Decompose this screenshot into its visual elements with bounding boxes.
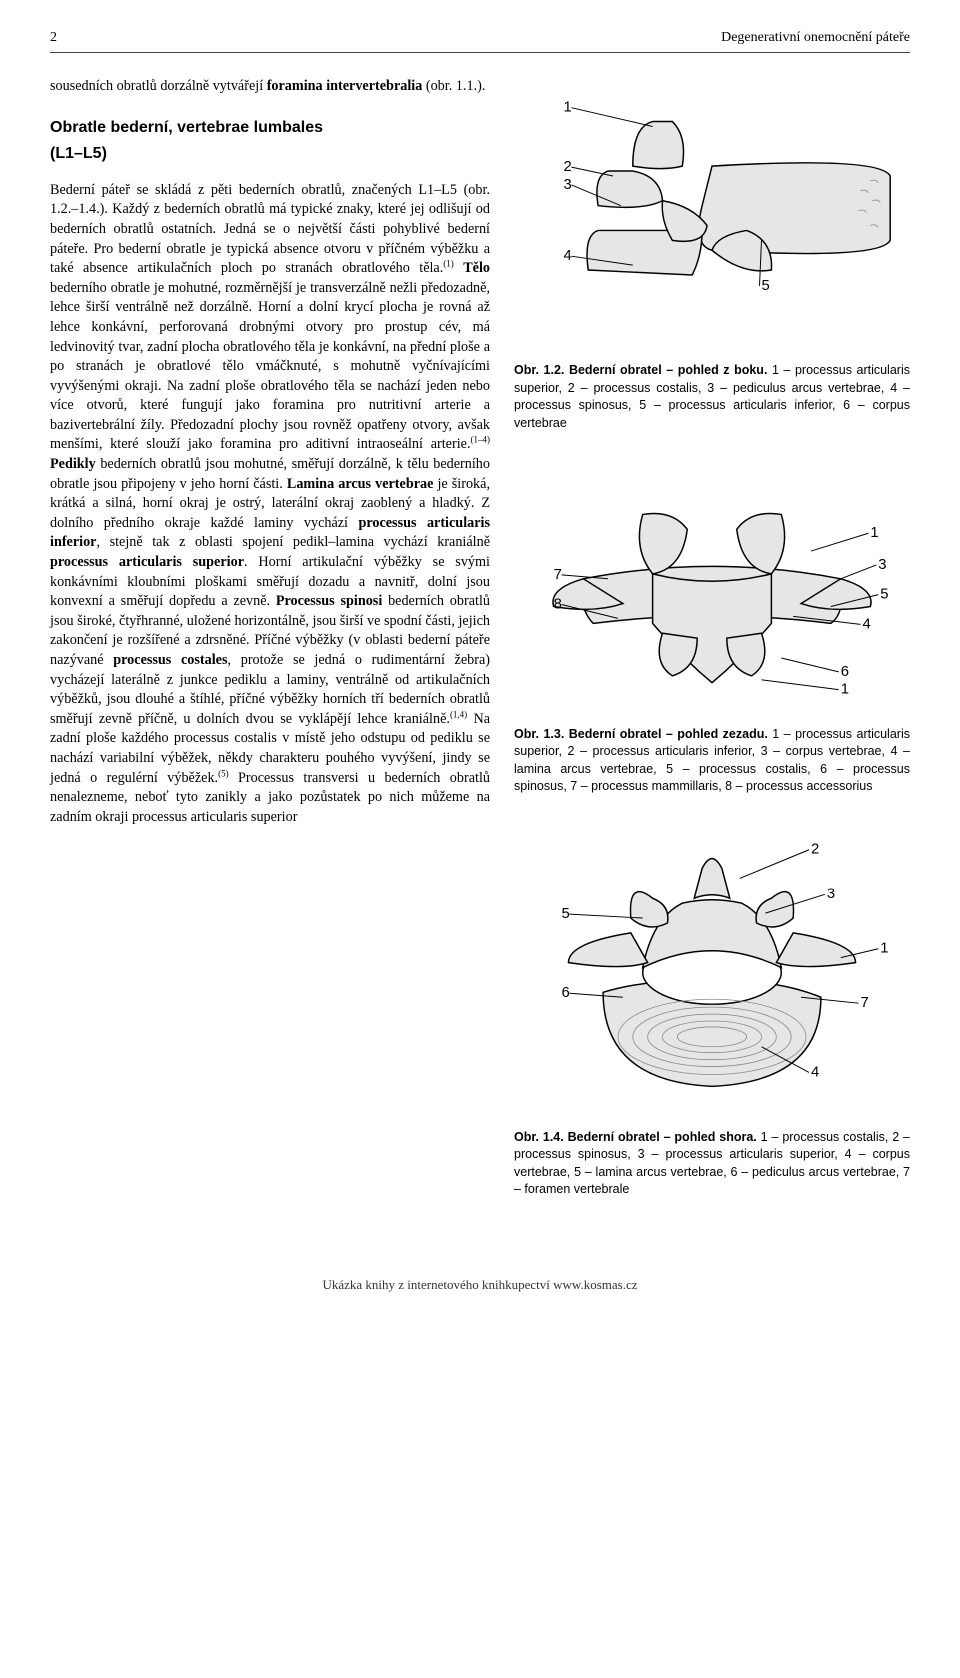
- svg-text:5: 5: [880, 587, 888, 603]
- svg-text:8: 8: [554, 597, 562, 613]
- figure-1-2-svg: 1 2 3 4 5: [514, 77, 910, 354]
- body-paragraph: Bederní páteř se skládá z pěti bederních…: [50, 181, 490, 828]
- svg-text:2: 2: [564, 159, 572, 175]
- svg-text:1: 1: [870, 525, 878, 541]
- figure-1-2-caption-bold: Obr. 1.2. Bederní obratel – pohled z bok…: [514, 363, 767, 377]
- svg-text:3: 3: [878, 557, 886, 573]
- left-column: sousedních obratlů dorzálně vytvářejí fo…: [50, 77, 490, 1227]
- svg-text:1: 1: [564, 100, 572, 116]
- page-number: 2: [50, 30, 57, 46]
- figure-1-3: 78135461 Obr. 1.3. Bederní obratel – poh…: [514, 460, 910, 795]
- document-title: Degenerativní onemocnění páteře: [721, 30, 910, 46]
- figure-1-2: 1 2 3 4 5 Obr. 1.2. Bederní obratel – pohled…: [514, 77, 910, 432]
- svg-text:6: 6: [841, 664, 849, 680]
- section-heading: Obratle bederní, vertebrae lumbales: [50, 117, 490, 139]
- page-header: 2 Degenerativní onemocnění páteře: [50, 30, 910, 53]
- right-column: 12345 Obr. 1.2. Bederní obratel – pohled…: [514, 77, 910, 1227]
- figure-1-4: 2 3 1 7 4 5 6 Obr. 1.4. Bederní obratel – pohl…: [514, 824, 910, 1199]
- svg-text:1: 1: [841, 682, 849, 698]
- svg-text:5: 5: [761, 278, 769, 294]
- svg-text:7: 7: [554, 567, 562, 583]
- page-footer: Ukázka knihy z internetového knihkupectv…: [50, 1267, 910, 1293]
- svg-text:5: 5: [562, 906, 570, 922]
- figure-1-4-caption: Obr. 1.4. Bederní obratel – pohled shora…: [514, 1129, 910, 1199]
- svg-text:4: 4: [564, 248, 572, 264]
- svg-text:7: 7: [861, 995, 869, 1011]
- figure-1-3-caption: Obr. 1.3. Bederní obratel – pohled zezad…: [514, 726, 910, 796]
- svg-text:4: 4: [862, 616, 870, 632]
- svg-text:3: 3: [827, 886, 835, 902]
- svg-text:4: 4: [811, 1064, 819, 1080]
- figure-1-3-caption-bold: Obr. 1.3. Bederní obratel – pohled zezad…: [514, 727, 768, 741]
- figure-1-3-svg: 78135461: [514, 460, 910, 717]
- svg-text:1: 1: [880, 940, 888, 956]
- svg-text:6: 6: [562, 985, 570, 1001]
- section-subheading: (L1–L5): [50, 143, 490, 165]
- figure-1-4-caption-bold: Obr. 1.4. Bederní obratel – pohled shora…: [514, 1130, 757, 1144]
- figure-1-4-svg: 2 3 1 7 4 5 6: [514, 824, 910, 1121]
- svg-text:2: 2: [811, 841, 819, 857]
- figure-1-2-caption: Obr. 1.2. Bederní obratel – pohled z bok…: [514, 362, 910, 432]
- svg-text:3: 3: [564, 177, 572, 193]
- intro-paragraph: sousedních obratlů dorzálně vytvářejí fo…: [50, 77, 490, 97]
